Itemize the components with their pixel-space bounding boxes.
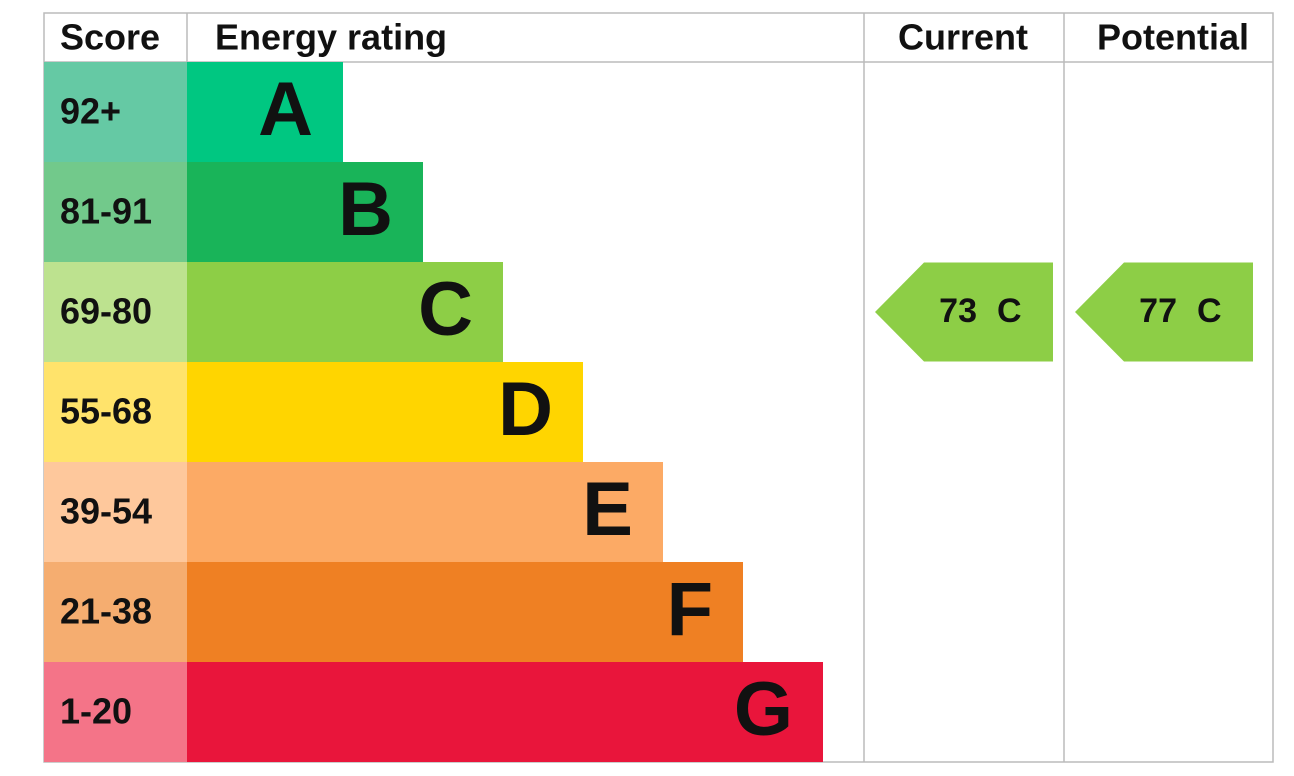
rating-bar (187, 462, 663, 562)
header-rating: Energy rating (215, 17, 447, 58)
current-arrow (875, 262, 1053, 362)
score-label: 69-80 (60, 291, 152, 332)
potential-rating: C (1197, 292, 1222, 330)
score-cell (44, 662, 187, 762)
rating-letter: A (258, 67, 313, 152)
score-cell (44, 362, 187, 462)
potential-arrow (1075, 262, 1253, 362)
rating-bar (187, 562, 743, 662)
score-label: 92+ (60, 91, 121, 132)
header-current: Current (898, 17, 1028, 58)
potential-value: 77 (1139, 292, 1177, 330)
rating-letter: F (667, 567, 713, 652)
rating-bar (187, 262, 503, 362)
current-rating: C (997, 292, 1022, 330)
header-score: Score (60, 17, 160, 58)
score-cell (44, 562, 187, 662)
score-label: 1-20 (60, 691, 132, 732)
rating-letter: C (418, 267, 473, 352)
header-potential: Potential (1097, 17, 1249, 58)
rating-letter: G (734, 667, 793, 752)
score-label: 21-38 (60, 591, 152, 632)
score-cell (44, 62, 187, 162)
score-label: 39-54 (60, 491, 152, 532)
rating-letter: E (582, 467, 633, 552)
score-cell (44, 462, 187, 562)
current-value: 73 (939, 292, 977, 330)
rating-letter: D (498, 367, 553, 452)
rating-letter: B (338, 167, 393, 252)
rating-bar (187, 162, 423, 262)
rating-bar (187, 62, 343, 162)
score-label: 55-68 (60, 391, 152, 432)
score-label: 81-91 (60, 191, 152, 232)
rating-bar (187, 662, 823, 762)
score-cell (44, 262, 187, 362)
score-cell (44, 162, 187, 262)
rating-bar (187, 362, 583, 462)
